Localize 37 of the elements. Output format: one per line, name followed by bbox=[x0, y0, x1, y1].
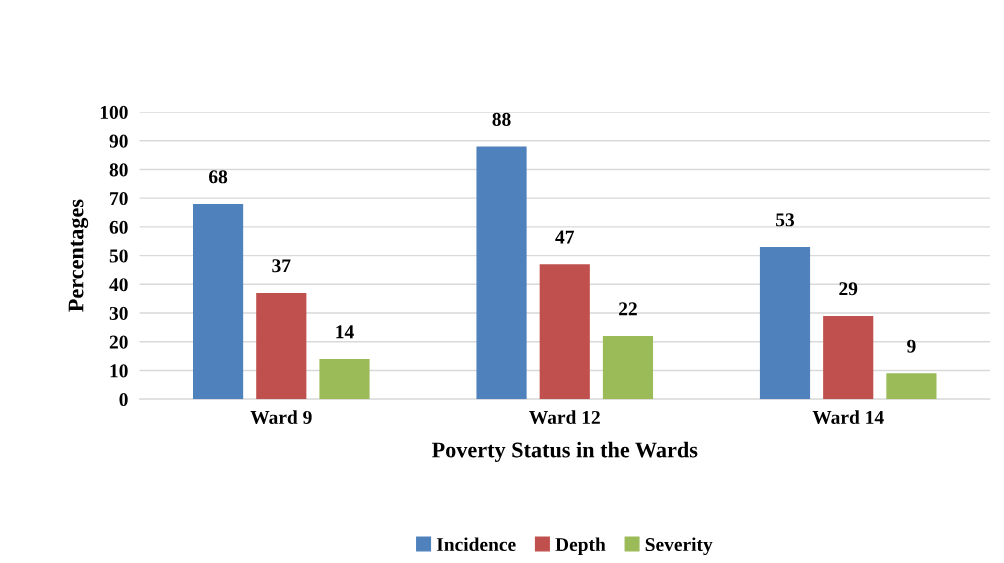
bar bbox=[823, 315, 874, 400]
data-label: 37 bbox=[272, 259, 291, 273]
bar bbox=[319, 358, 370, 400]
y-tick-label: 100 bbox=[100, 105, 128, 119]
x-axis-title: Poverty Status in the Wards bbox=[431, 441, 698, 463]
y-tick-label: 50 bbox=[109, 249, 128, 263]
x-tick-label: Ward 9 bbox=[250, 410, 312, 425]
y-axis-title: Percentages bbox=[68, 199, 89, 312]
y-tick-label: 30 bbox=[109, 306, 128, 320]
bar bbox=[539, 264, 590, 400]
bar bbox=[476, 146, 527, 400]
y-tick-label: 90 bbox=[109, 134, 128, 148]
x-tick-label: Ward 12 bbox=[529, 410, 600, 425]
y-tick-label: 10 bbox=[110, 364, 128, 378]
bar bbox=[886, 373, 937, 400]
y-tick-label: 60 bbox=[109, 220, 128, 234]
y-tick-label: 80 bbox=[109, 163, 128, 177]
legend-label: Depth bbox=[555, 537, 606, 556]
y-tick-label: 20 bbox=[109, 335, 128, 349]
bar bbox=[602, 336, 654, 400]
x-tick-label: Ward 14 bbox=[812, 410, 884, 425]
data-label: 14 bbox=[336, 325, 354, 339]
data-label: 29 bbox=[839, 282, 858, 296]
bar bbox=[192, 203, 244, 400]
bar bbox=[256, 292, 307, 400]
data-label: 22 bbox=[619, 302, 637, 316]
data-label: 53 bbox=[776, 213, 795, 227]
data-label: 68 bbox=[209, 170, 228, 184]
data-label: 47 bbox=[555, 230, 574, 244]
data-label: 9 bbox=[907, 339, 916, 353]
legend-label: Severity bbox=[645, 537, 713, 556]
y-tick-label: 70 bbox=[110, 191, 128, 206]
legend-label: Incidence bbox=[436, 537, 516, 552]
y-tick-label: 40 bbox=[109, 278, 128, 292]
data-label: 88 bbox=[492, 112, 511, 126]
bar bbox=[759, 246, 811, 400]
y-tick-label: 0 bbox=[119, 392, 128, 407]
